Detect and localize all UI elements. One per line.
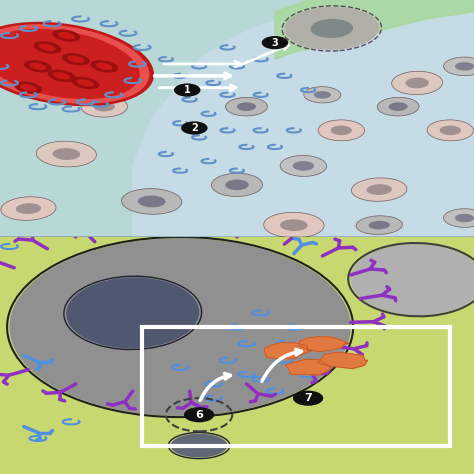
Ellipse shape: [310, 19, 353, 38]
Ellipse shape: [77, 79, 94, 87]
Text: 3: 3: [272, 37, 278, 48]
Ellipse shape: [67, 55, 84, 63]
Ellipse shape: [389, 102, 408, 111]
Circle shape: [262, 36, 288, 49]
Ellipse shape: [39, 44, 56, 51]
Ellipse shape: [33, 41, 62, 54]
Ellipse shape: [138, 196, 165, 207]
Ellipse shape: [366, 184, 392, 195]
Ellipse shape: [455, 214, 474, 222]
Ellipse shape: [405, 78, 429, 88]
Ellipse shape: [81, 96, 128, 118]
Ellipse shape: [90, 60, 118, 73]
Ellipse shape: [14, 59, 43, 73]
Ellipse shape: [9, 238, 351, 416]
Text: 7: 7: [304, 393, 312, 403]
Ellipse shape: [314, 91, 331, 99]
Ellipse shape: [303, 86, 341, 103]
Ellipse shape: [52, 29, 81, 42]
Ellipse shape: [443, 57, 474, 76]
Text: 2: 2: [191, 123, 198, 133]
Ellipse shape: [351, 178, 408, 201]
Ellipse shape: [237, 102, 256, 111]
Ellipse shape: [24, 60, 52, 73]
Ellipse shape: [443, 209, 474, 228]
Bar: [142, 327, 450, 446]
Ellipse shape: [58, 32, 75, 39]
Ellipse shape: [96, 63, 113, 70]
Circle shape: [184, 407, 214, 422]
Ellipse shape: [280, 219, 308, 231]
Ellipse shape: [47, 70, 76, 82]
Text: 6: 6: [195, 410, 203, 420]
Ellipse shape: [377, 97, 419, 116]
Ellipse shape: [0, 24, 149, 104]
Ellipse shape: [351, 244, 474, 315]
Ellipse shape: [225, 180, 249, 190]
Ellipse shape: [455, 62, 474, 71]
Ellipse shape: [391, 71, 443, 95]
Ellipse shape: [14, 82, 43, 94]
Ellipse shape: [53, 72, 70, 80]
Ellipse shape: [0, 29, 140, 99]
Polygon shape: [264, 343, 312, 359]
Polygon shape: [299, 337, 349, 352]
Polygon shape: [133, 0, 474, 237]
Ellipse shape: [0, 51, 61, 82]
Ellipse shape: [16, 203, 41, 214]
Ellipse shape: [440, 126, 461, 135]
Ellipse shape: [318, 119, 365, 141]
Ellipse shape: [0, 22, 154, 106]
Ellipse shape: [66, 277, 199, 348]
Polygon shape: [275, 0, 474, 59]
Ellipse shape: [280, 155, 327, 177]
Ellipse shape: [36, 141, 97, 167]
Ellipse shape: [225, 97, 268, 116]
Ellipse shape: [293, 161, 314, 171]
Ellipse shape: [369, 221, 390, 229]
Ellipse shape: [211, 173, 263, 197]
Ellipse shape: [94, 102, 115, 111]
Polygon shape: [318, 352, 368, 369]
Ellipse shape: [284, 7, 379, 50]
Polygon shape: [285, 360, 332, 375]
Ellipse shape: [20, 84, 37, 91]
Circle shape: [174, 83, 201, 97]
Ellipse shape: [62, 53, 90, 65]
Text: 1: 1: [184, 85, 191, 95]
Ellipse shape: [53, 148, 80, 160]
Ellipse shape: [331, 126, 352, 135]
Circle shape: [181, 121, 208, 135]
Ellipse shape: [356, 216, 403, 235]
Circle shape: [293, 391, 323, 406]
Ellipse shape: [71, 77, 100, 89]
Ellipse shape: [0, 197, 56, 220]
Ellipse shape: [29, 63, 46, 70]
Ellipse shape: [121, 188, 182, 215]
Ellipse shape: [263, 212, 325, 238]
Ellipse shape: [427, 119, 474, 141]
Ellipse shape: [171, 434, 228, 457]
